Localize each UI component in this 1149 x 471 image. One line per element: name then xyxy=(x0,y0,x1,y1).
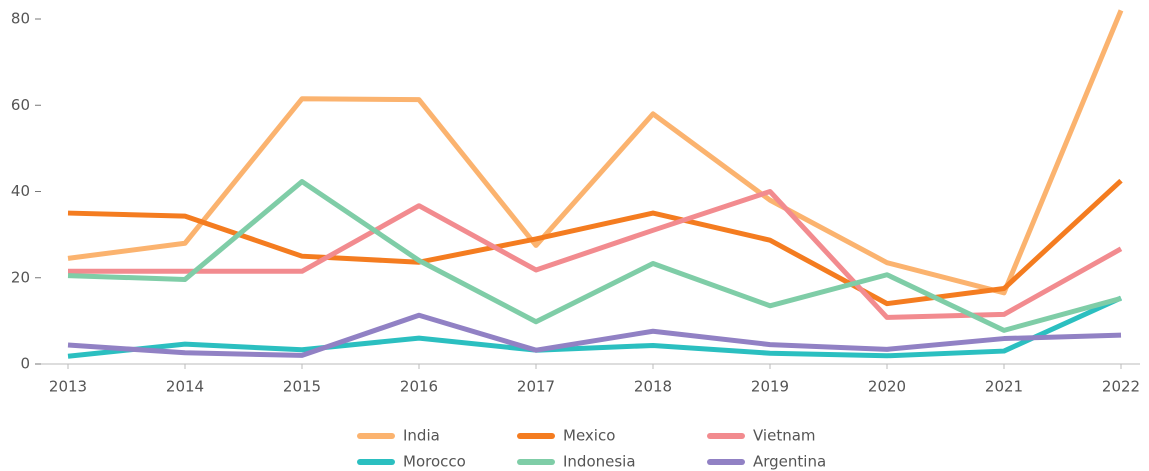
x-tick-label: 2018 xyxy=(634,378,672,396)
x-tick-label: 2019 xyxy=(751,378,789,396)
legend-label: Argentina xyxy=(753,453,826,471)
y-tick-label: 60 xyxy=(11,96,30,114)
y-tick-label: 80 xyxy=(11,10,30,28)
x-tick-label: 2014 xyxy=(166,378,204,396)
x-tick-label: 2013 xyxy=(49,378,87,396)
series-line xyxy=(68,189,1123,320)
series-line xyxy=(67,179,1122,333)
legend-label: Vietnam xyxy=(753,427,816,445)
legend-label: Mexico xyxy=(563,427,615,445)
x-tick-label: 2016 xyxy=(400,378,438,396)
series-line xyxy=(67,312,1122,358)
x-tick-label: 2015 xyxy=(283,378,321,396)
y-tick-label: 40 xyxy=(11,182,30,200)
legend-label: Indonesia xyxy=(563,453,636,471)
series-line xyxy=(67,178,1123,307)
x-tick-label: 2017 xyxy=(517,378,555,396)
x-tick-label: 2021 xyxy=(985,378,1023,396)
series-line xyxy=(67,9,1124,296)
series-line xyxy=(67,295,1123,359)
legend-label: Morocco xyxy=(403,453,466,471)
y-tick-label: 0 xyxy=(20,355,30,373)
x-tick-label: 2020 xyxy=(868,378,906,396)
y-tick-label: 20 xyxy=(11,268,30,286)
legend-label: India xyxy=(403,427,440,445)
x-tick-label: 2022 xyxy=(1102,378,1140,396)
